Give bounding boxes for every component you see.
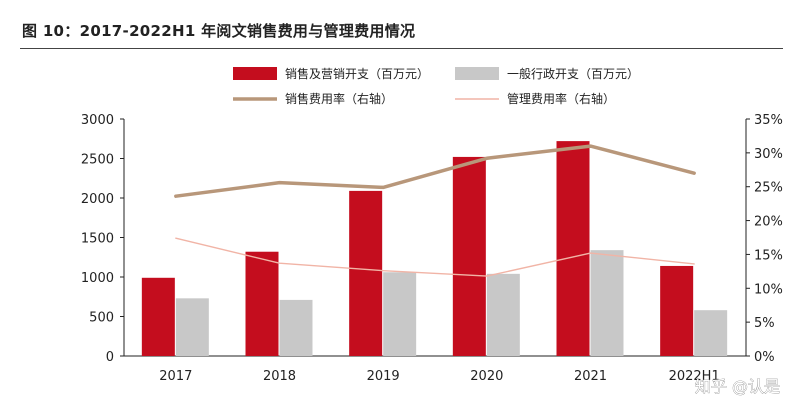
legend-label: 管理费用率（右轴） [507, 91, 615, 106]
legend-label: 销售费用率（右轴） [285, 91, 393, 106]
left-tick-label: 0 [106, 350, 114, 365]
right-tick-label: 25% [754, 181, 783, 196]
admin-bar [175, 298, 209, 356]
left-tick-label: 2000 [81, 192, 114, 207]
sales-bar [452, 156, 486, 356]
right-tick-label: 30% [754, 147, 783, 162]
admin-bar [279, 299, 313, 356]
sales-bar [141, 277, 175, 356]
right-tick-label: 15% [754, 248, 783, 263]
sales-bar [349, 190, 383, 356]
right-tick-label: 0% [754, 350, 775, 365]
legend-label: 销售及营销开支（百万元） [285, 66, 429, 81]
right-tick-label: 35% [754, 113, 783, 128]
admin-bar [486, 273, 520, 356]
admin-bar [694, 310, 728, 356]
category-label: 2018 [263, 369, 296, 384]
category-label: 2020 [470, 369, 503, 384]
admin-bar [590, 250, 624, 356]
legend-swatch-admin [455, 67, 499, 80]
left-tick-label: 3000 [81, 113, 114, 128]
left-tick-label: 500 [89, 311, 114, 326]
sales-bar [556, 141, 590, 356]
category-label: 2021 [574, 369, 607, 384]
left-tick-label: 1000 [81, 271, 114, 286]
watermark-text: 知乎 @认是 [695, 377, 780, 396]
sales-rate-line [174, 144, 696, 198]
sales-bar [660, 265, 694, 356]
sales-bar [245, 251, 279, 356]
legend-swatch-sales [233, 67, 277, 80]
category-label: 2019 [367, 369, 400, 384]
right-tick-label: 10% [754, 282, 783, 297]
right-tick-label: 5% [754, 316, 775, 331]
title-divider [20, 48, 783, 49]
right-tick-label: 20% [754, 215, 783, 230]
chart-title: 图 10：2017-2022H1 年阅文销售费用与管理费用情况 [22, 22, 416, 40]
category-label: 2022H1 [669, 369, 720, 384]
left-tick-label: 1500 [81, 232, 114, 247]
left-tick-label: 2500 [81, 153, 114, 168]
admin-bar [383, 272, 417, 356]
legend-label: 一般行政开支（百万元） [507, 66, 639, 81]
category-label: 2017 [159, 369, 192, 384]
admin-rate-line [175, 237, 695, 277]
